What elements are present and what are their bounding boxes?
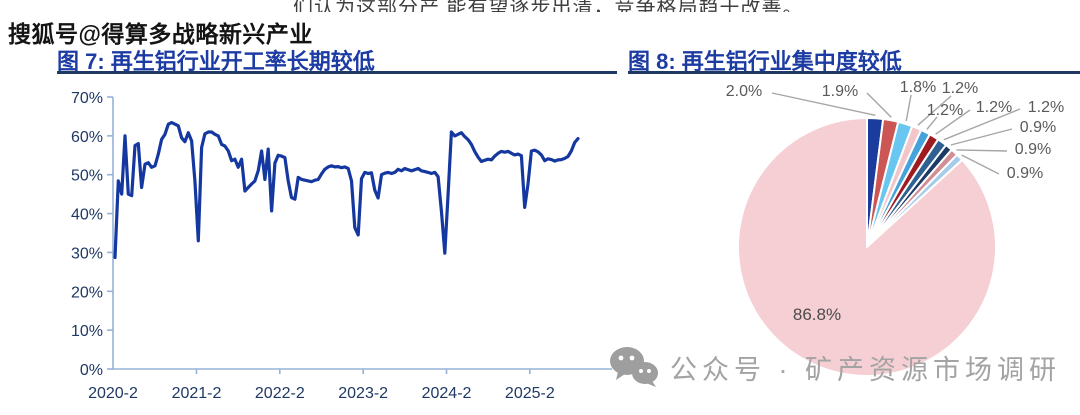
y-tick-label: 50% (71, 168, 103, 185)
x-tick-label: 2025-2 (505, 385, 555, 402)
y-tick-label: 0% (80, 362, 103, 379)
wechat-watermark: 公众号 · 矿产资源市场调研 (608, 345, 1061, 389)
pie-label: 1.9% (822, 83, 858, 100)
pie-label: 0.9% (1020, 119, 1056, 136)
pie-label: 2.0% (726, 83, 762, 100)
x-tick-label: 2022-2 (255, 385, 305, 402)
x-tick-label: 2024-2 (422, 385, 472, 402)
y-tick-label: 10% (71, 323, 103, 340)
figure7-title: 图 7: 再生铝行业开工率长期较低 (57, 49, 375, 74)
y-tick-label: 30% (71, 245, 103, 262)
paragraph-text: 们认为这部分产 能有望逐步出清，竞争格局趋于改善。 (293, 0, 804, 12)
concentration-pie-chart: 2.0% 1.9% 1.8% 1.2% 1.2% 1.2% 1.2% 0.9% 0.9% 0.9%… (726, 79, 1064, 377)
wechat-icon (610, 347, 658, 387)
figure8-title: 图 8: 再生铝行业集中度较低 (628, 49, 902, 74)
x-tick-label: 2021-2 (172, 385, 222, 402)
pie-slice (737, 117, 997, 377)
pie-label: 1.2% (942, 80, 978, 97)
pie-label: 1.2% (927, 102, 963, 119)
y-tick-label: 70% (71, 90, 103, 107)
sohu-watermark: 搜狐号@得算多战略新兴产业 (8, 21, 313, 47)
x-tick-label: 2023-2 (338, 385, 388, 402)
x-tick-label: 2020-2 (88, 385, 138, 402)
operating-rate-line-chart: 70% 60% 50% 40% 30% 20% 10% 0% 2020-2 2021-2 2022-… (71, 90, 612, 402)
pie-label: 1.2% (976, 99, 1012, 116)
clipped-paragraph: 们认为这部分产 能有望逐步出清，竞争格局趋于改善。 (293, 0, 853, 12)
pie-label: 0.9% (1015, 141, 1051, 158)
pie-label: 1.8% (900, 79, 936, 96)
y-tick-label: 20% (71, 284, 103, 301)
figure7-title-underline (57, 71, 617, 74)
pie-label-major: 86.8% (793, 305, 841, 324)
figure8-title-underline (628, 71, 1080, 74)
pie-label: 1.2% (1028, 99, 1064, 116)
wechat-watermark-text: 公众号 · 矿产资源市场调研 (670, 354, 1061, 385)
y-tick-label: 60% (71, 129, 103, 146)
pie-label: 0.9% (1007, 165, 1043, 182)
operating-rate-series (113, 120, 580, 260)
y-tick-label: 40% (71, 207, 103, 224)
